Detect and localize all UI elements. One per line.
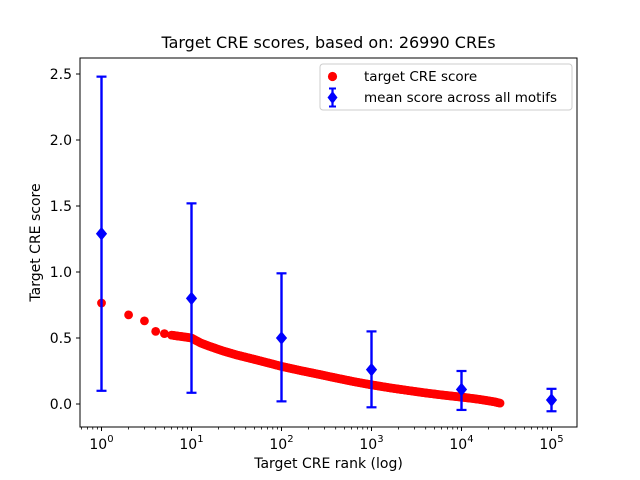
svg-text:103: 103 [359,434,383,453]
svg-text:104: 104 [449,434,473,453]
svg-text:101: 101 [179,434,203,453]
x-axis-label: Target CRE rank (log) [253,456,403,472]
y-axis-ticks: 0.0 0.5 1.0 1.5 2.0 2.5 [50,67,80,413]
x-axis-ticks: 100 101 102 103 104 105 [81,427,564,453]
svg-text:105: 105 [539,434,563,453]
svg-text:2.5: 2.5 [50,67,72,83]
svg-text:102: 102 [269,434,293,453]
chart-title: Target CRE scores, based on: 26990 CREs [160,33,495,52]
svg-text:1.0: 1.0 [50,265,72,281]
legend-item-mean-score: mean score across all motifs [327,87,557,108]
svg-text:2.0: 2.0 [50,133,72,149]
legend: target CRE score mean score across all m… [319,63,573,111]
svg-text:100: 100 [89,434,113,453]
svg-text:0.5: 0.5 [50,331,72,347]
plot-border [79,57,578,428]
legend-item-target-score: target CRE score [327,69,477,85]
svg-text:0.0: 0.0 [50,397,72,413]
svg-text:1.5: 1.5 [50,199,72,215]
legend-label: target CRE score [364,69,477,85]
circle-marker-icon [327,71,338,82]
target-cre-score-series [97,298,505,408]
legend-label: mean score across all motifs [364,90,557,106]
mean-score-series [95,75,558,413]
legend-box [319,63,573,111]
y-axis-label: Target CRE score [28,183,44,302]
diamond-errorbar-marker-icon [327,87,338,108]
